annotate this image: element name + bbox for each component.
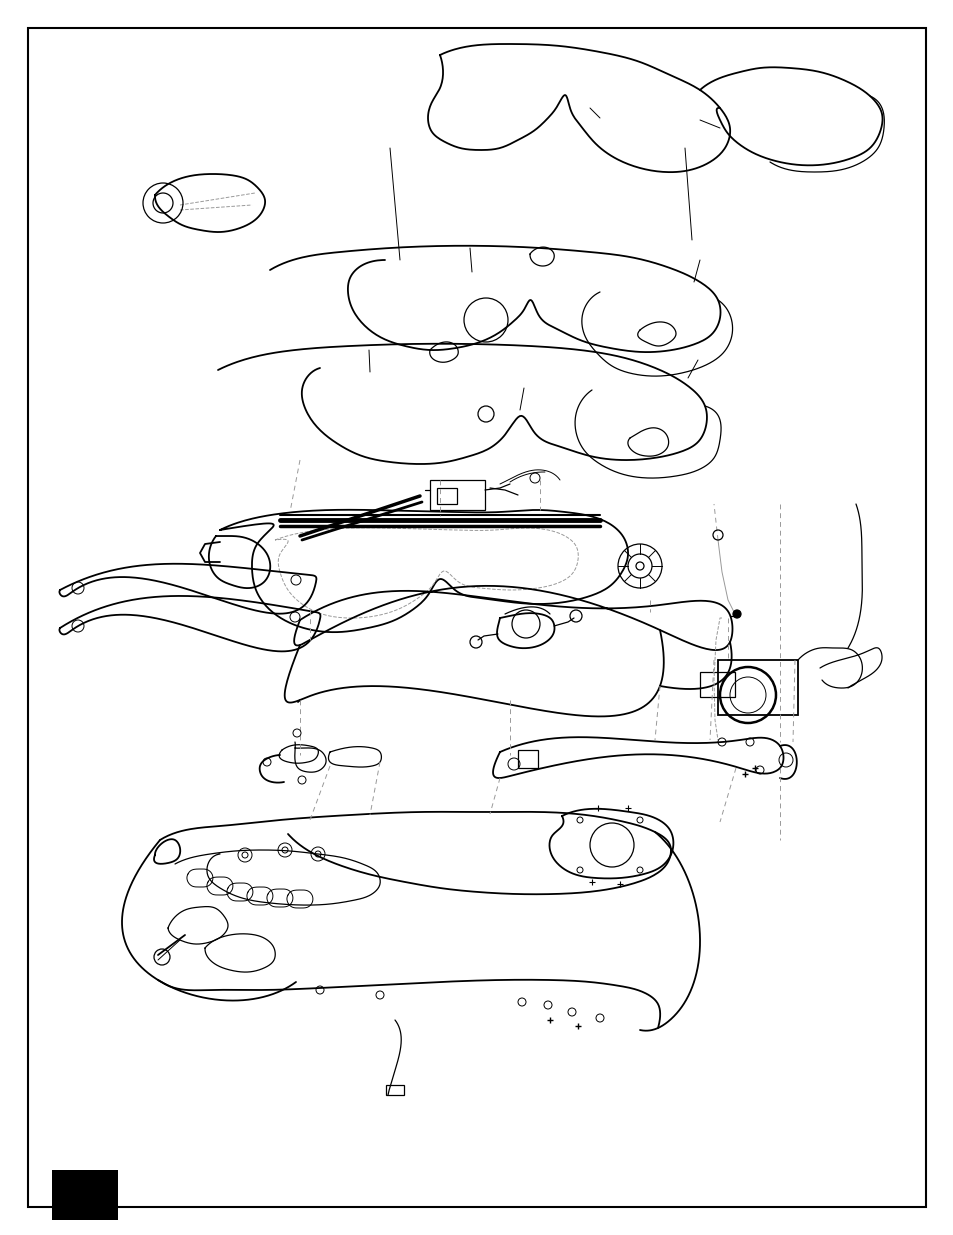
Bar <box>436 488 456 504</box>
Bar <box>52 1170 118 1220</box>
Bar <box>700 672 734 697</box>
Bar <box>430 480 484 510</box>
Circle shape <box>732 610 740 618</box>
Bar <box>517 750 537 768</box>
Bar <box>386 1086 403 1095</box>
Bar <box>718 659 797 715</box>
